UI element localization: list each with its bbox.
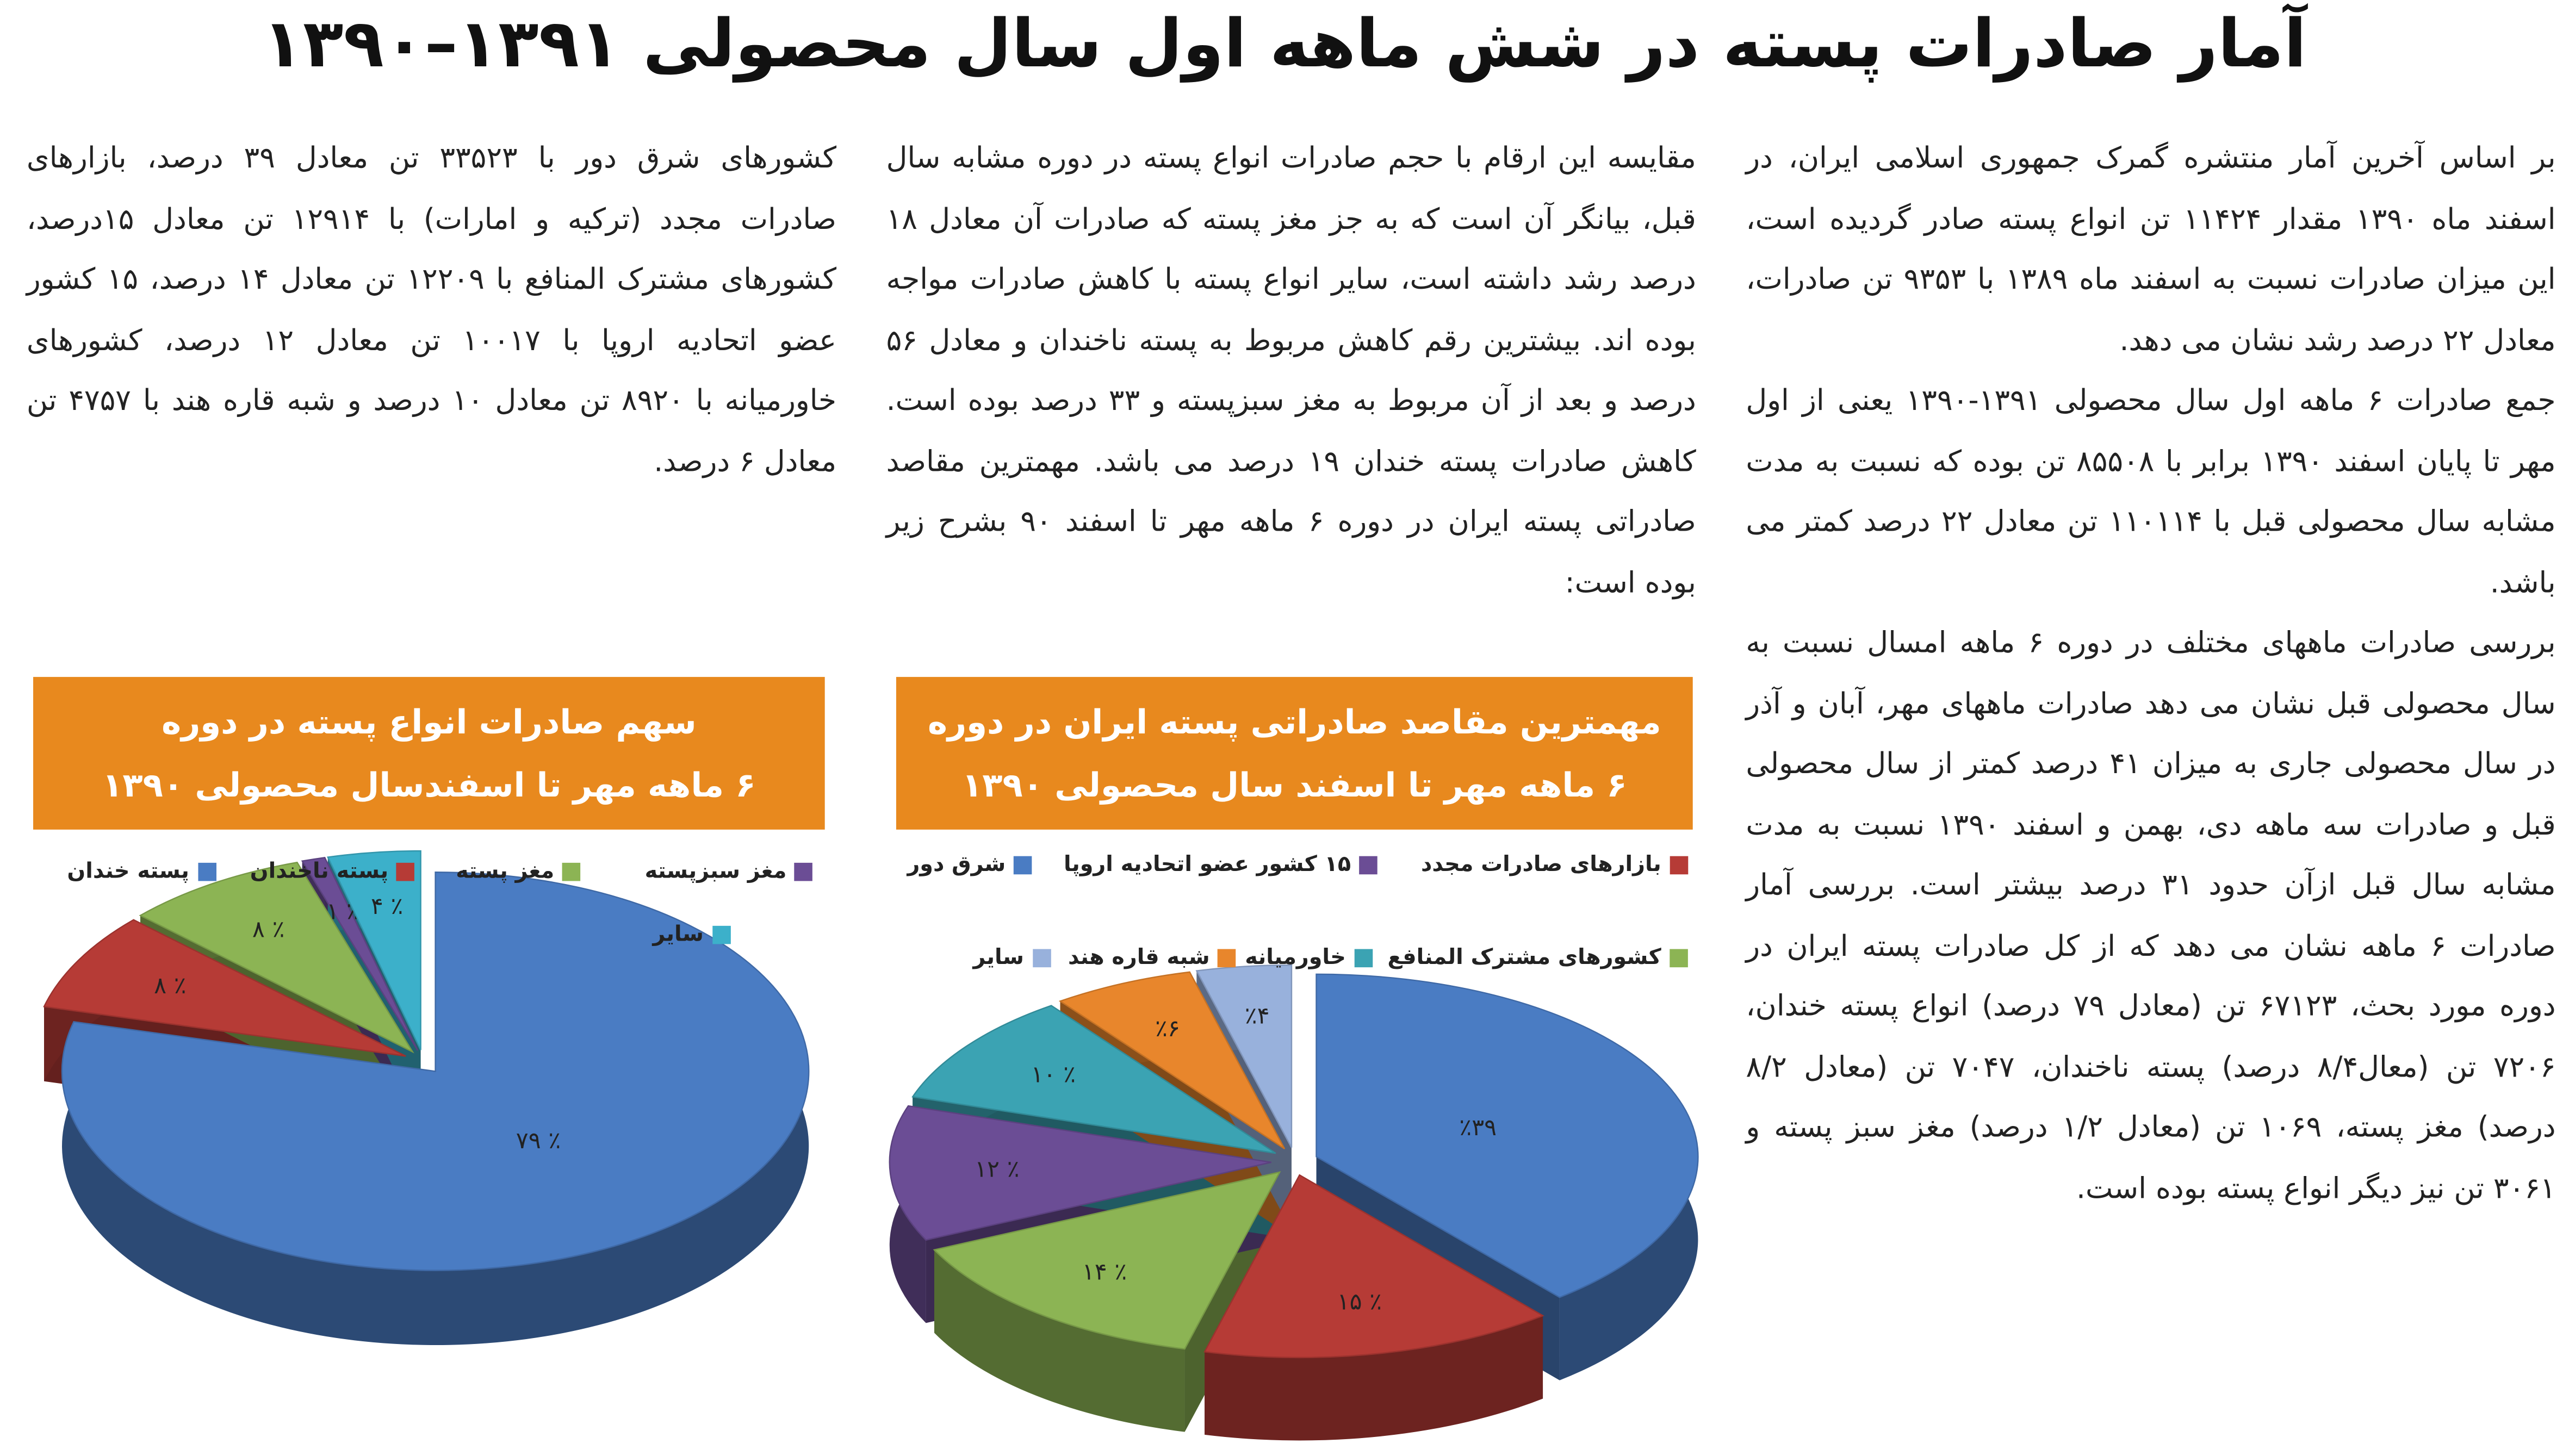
legend-item: مغز سبزپسته	[645, 860, 814, 885]
paragraph: جمع صادرات ۶ ماهه اول سال محصولی ۱۳۹۱-۱۳…	[1746, 384, 2556, 600]
legend-swatch	[1218, 949, 1237, 968]
legend-swatch	[1354, 949, 1373, 968]
data-label: ٪ ۱۴	[1082, 1259, 1127, 1286]
legend-swatch	[1032, 949, 1051, 968]
legend-swatch	[197, 862, 216, 881]
chart-title: ۶ ماهه مهر تا اسفندسال محصولی ۱۳۹۰	[102, 764, 756, 805]
data-label: ٪ ۱۲	[975, 1155, 1019, 1183]
data-label: ٪ ۷۹	[516, 1127, 561, 1154]
slice	[61, 872, 810, 1271]
legend-item: ۱۵ کشور عضو اتحادیه اروپا	[1064, 853, 1377, 878]
paragraph: کشورهای شرق دور با ۳۳۵۲۳ تن معادل ۳۹ درص…	[26, 142, 837, 479]
headline: آمار صادرات پسته در شش ماهه اول سال محصو…	[262, 7, 2307, 83]
slice	[301, 856, 419, 1051]
legend-item: کشورهای مشترک المنافع	[1388, 945, 1688, 970]
slice	[1058, 971, 1286, 1150]
legend-item: پسته خندان	[67, 859, 216, 885]
legend-swatch	[1670, 856, 1688, 875]
slice	[1203, 1174, 1544, 1359]
paragraph: بر اساس آخرین آمار منتشره گمرک جمهوری اس…	[1746, 142, 2556, 358]
legend-item: شرق دور	[907, 853, 1033, 878]
slice	[1195, 964, 1293, 1148]
legend-item: خاورمیانه	[1245, 945, 1373, 971]
legend-label: پسته خندان	[67, 859, 189, 885]
legend-label: مغز پسته	[456, 859, 555, 885]
data-label: ٪ ۴	[371, 893, 403, 920]
legend-label: خاورمیانه	[1245, 945, 1346, 971]
legend-swatch	[562, 862, 581, 881]
slice	[911, 1005, 1276, 1154]
data-label: ٪ ۸	[252, 916, 284, 943]
chart-title: ۶ ماهه مهر تا اسفند سال محصولی ۱۳۹۰	[961, 764, 1627, 805]
legend-label: شبه قاره هند	[1068, 945, 1210, 971]
legend-item: مغز پسته	[456, 860, 581, 885]
chart-header: سهم صادرات انواع پسته در دوره ۶ ماهه مهر…	[33, 677, 825, 830]
legend-swatch	[1670, 949, 1688, 968]
legend-swatch	[795, 862, 814, 881]
legend-swatch	[712, 925, 730, 944]
slice	[933, 1171, 1281, 1350]
legend-item: سایر	[653, 923, 730, 948]
text-column: مقایسه این ارقام با حجم صادرات انواع پست…	[886, 129, 1696, 614]
data-label: ٪۶	[1155, 1015, 1180, 1042]
paragraph: بررسی صادرات ماههای مختلف در دوره ۶ ماهه…	[1746, 627, 2556, 1206]
chart-header: مهمترین مقاصد صادراتی پسته ایران در دوره…	[896, 677, 1693, 830]
legend-label: پسته ناخندان	[250, 859, 389, 885]
slice	[327, 850, 421, 1050]
legend-label: سایر	[973, 945, 1024, 971]
slice-side	[1205, 1315, 1543, 1441]
chart-title: سهم صادرات انواع پسته در دوره	[162, 701, 697, 742]
legend-label: کشورهای مشترک المنافع	[1387, 945, 1661, 971]
data-label: ٪۳۹	[1459, 1114, 1497, 1141]
text-column: بر اساس آخرین آمار منتشره گمرک جمهوری اس…	[1746, 129, 2555, 1219]
legend-label: سایر	[653, 922, 704, 948]
slice	[1315, 973, 1699, 1298]
legend-swatch	[396, 862, 415, 881]
text-column: کشورهای شرق دور با ۳۳۵۲۳ تن معادل ۳۹ درص…	[27, 129, 836, 493]
legend-swatch	[1359, 856, 1377, 875]
legend-label: مغز سبزپسته	[644, 859, 787, 885]
legend-label: شرق دور	[907, 853, 1006, 878]
slice	[43, 919, 406, 1057]
legend-label: ۱۵ کشور عضو اتحادیه اروپا	[1063, 853, 1351, 878]
data-label: ٪۴	[1245, 1002, 1270, 1029]
data-label: ٪ ۱۰	[1031, 1061, 1076, 1088]
chart-title: مهمترین مقاصد صادراتی پسته ایران در دوره	[927, 701, 1661, 742]
paragraph: مقایسه این ارقام با حجم صادرات انواع پست…	[886, 142, 1696, 600]
legend-item: سایر	[973, 945, 1051, 971]
data-label: ٪ ۱۵	[1337, 1289, 1382, 1316]
legend-item: بازارهای صادرات مجدد	[1421, 853, 1688, 878]
legend-item: پسته ناخندان	[250, 860, 415, 885]
legend-swatch	[1014, 856, 1033, 875]
data-label: ٪ ۸	[154, 972, 186, 999]
slice	[889, 1105, 1271, 1241]
legend-item: شبه قاره هند	[1068, 945, 1237, 970]
legend-label: بازارهای صادرات مجدد	[1420, 853, 1661, 878]
slice	[139, 861, 414, 1054]
